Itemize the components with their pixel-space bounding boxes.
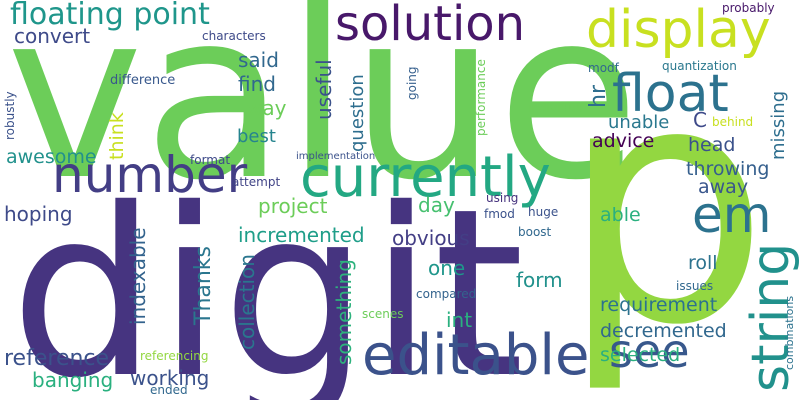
- word-form: form: [516, 268, 563, 292]
- word-ended: ended: [150, 383, 188, 397]
- word-one: one: [428, 256, 466, 280]
- word-modf: modf: [588, 61, 619, 75]
- word-solution: solution: [335, 0, 526, 52]
- word-incremented: incremented: [238, 223, 365, 247]
- word-awesome: awesome: [6, 146, 97, 168]
- word-selected: selected: [600, 344, 681, 366]
- word-question: question: [347, 74, 368, 152]
- word-away: away: [698, 176, 749, 198]
- word-huge: huge: [528, 205, 559, 219]
- word-reference: reference: [4, 346, 110, 371]
- word-difference: difference: [110, 73, 176, 88]
- word-robustly: robustly: [3, 91, 17, 140]
- word-hoping: hoping: [4, 202, 73, 226]
- word-issues: issues: [676, 279, 714, 293]
- word-format: format: [190, 153, 231, 167]
- word-float: float: [612, 64, 729, 124]
- word-scenes: scenes: [362, 307, 404, 321]
- word-day: day: [418, 193, 455, 217]
- word-attempt: attempt: [232, 175, 281, 189]
- word-roll: roll: [688, 252, 718, 274]
- word-boost: boost: [518, 225, 552, 239]
- word-find: find: [238, 72, 276, 96]
- word-something: something: [332, 259, 356, 365]
- word-way: way: [246, 96, 287, 120]
- word-performance: performance: [474, 59, 488, 136]
- word-going: going: [405, 66, 419, 100]
- word-see: see: [609, 324, 690, 378]
- word-indexable: indexable: [126, 227, 150, 325]
- word-fmod: fmod: [484, 207, 515, 221]
- word-probably: probably: [722, 1, 775, 15]
- word-useful: useful: [312, 59, 336, 120]
- word-currently: currently: [300, 145, 551, 210]
- word-int: int: [446, 308, 473, 332]
- word-missing: missing: [768, 90, 789, 160]
- word-editable: editable: [362, 323, 590, 388]
- word-behind: behind: [712, 115, 754, 129]
- word-compared: compared: [416, 287, 477, 301]
- word-project: project: [258, 194, 328, 218]
- word-number: number: [52, 146, 248, 204]
- word-able: able: [600, 204, 641, 226]
- word-advice: advice: [592, 130, 655, 152]
- word-head: head: [688, 134, 736, 156]
- word-hr: hr: [586, 85, 611, 108]
- word-requirement: requirement: [600, 294, 718, 316]
- word-referencing: referencing: [140, 349, 209, 363]
- word-value: value: [6, 0, 640, 231]
- word-combinations: combinations: [783, 295, 796, 370]
- word-display: display: [586, 0, 771, 60]
- word-C: C: [693, 108, 707, 132]
- word-said: said: [238, 48, 279, 72]
- word-em: em: [692, 186, 772, 244]
- word-unable: unable: [608, 112, 670, 133]
- word-individual: individual: [528, 101, 587, 115]
- word-floating-point: floating point: [10, 0, 210, 32]
- word-obvious: obvious: [392, 226, 470, 250]
- word-decremented: decremented: [600, 320, 727, 342]
- word-implementation: implementation: [296, 151, 376, 162]
- word-think: think: [106, 112, 128, 160]
- word-banging: banging: [32, 368, 114, 392]
- word-characters: characters: [202, 29, 266, 43]
- word-convert: convert: [14, 24, 91, 48]
- word-throwing: throwing: [686, 158, 770, 180]
- word-Thanks: Thanks: [191, 245, 216, 325]
- word-digit: digit: [10, 159, 525, 400]
- word-collection: collection: [235, 254, 259, 350]
- word-quantization: quantization: [662, 59, 737, 73]
- word-p: p: [560, 13, 770, 397]
- word-working: working: [130, 366, 210, 390]
- word-best: best: [237, 126, 276, 147]
- word-using: using: [486, 191, 519, 205]
